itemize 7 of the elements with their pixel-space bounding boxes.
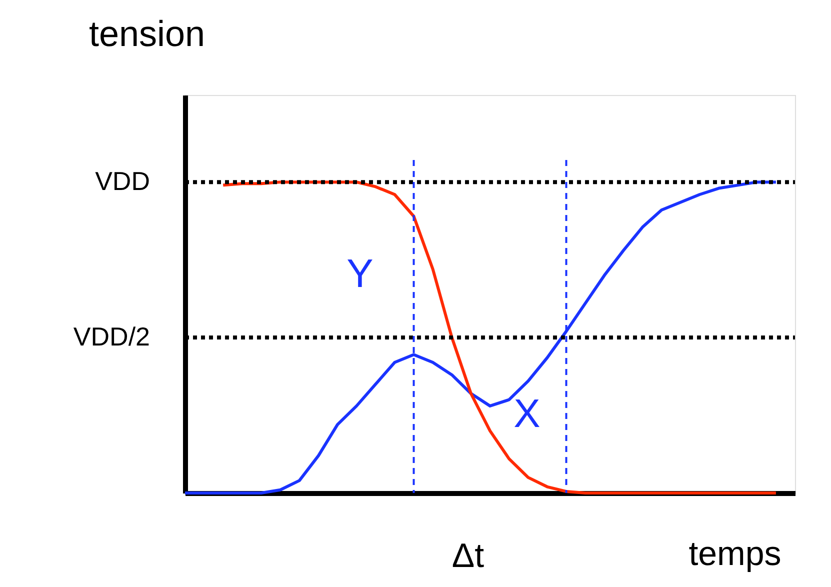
annotation: X: [514, 392, 540, 436]
x-axis-title: temps: [688, 535, 782, 573]
ref-line-label: VDD: [95, 166, 150, 196]
ref-line-label: VDD/2: [73, 322, 150, 352]
text: Δt: [452, 537, 485, 575]
y-axis-title: tension: [88, 13, 206, 54]
annotation: Y: [346, 252, 374, 296]
